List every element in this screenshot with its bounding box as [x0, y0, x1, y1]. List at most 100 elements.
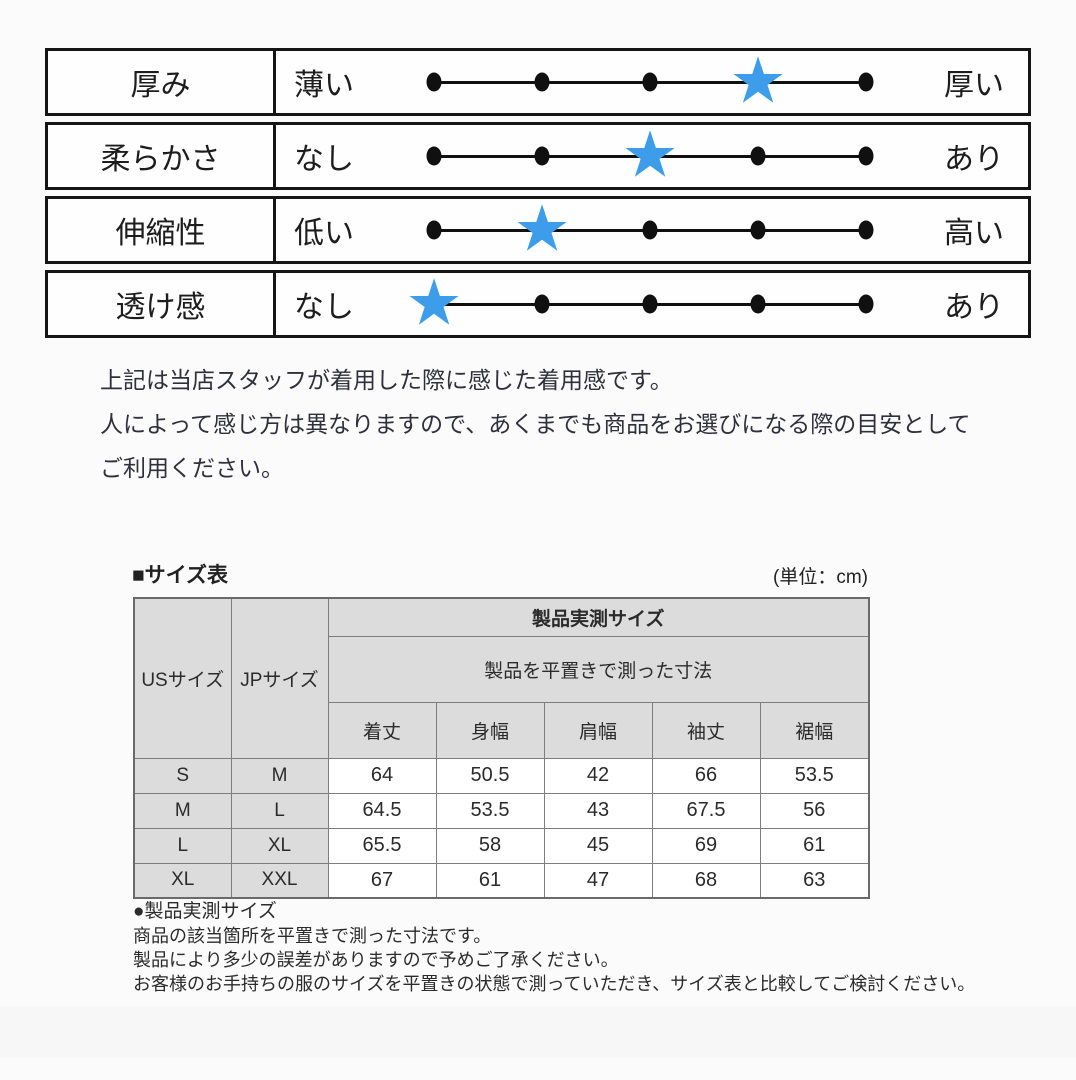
scale-max-label: あり — [944, 143, 1004, 176]
jp-size-cell: XL — [230, 827, 329, 864]
feel-row-label: 伸縮性 — [48, 199, 276, 261]
scale-max-label: あり — [944, 291, 1004, 324]
scale-min-label: なし — [294, 143, 354, 176]
feel-row-sheerness: 透け感 なし ★ あり — [45, 270, 1031, 338]
us-size-cell: L — [133, 827, 232, 864]
footer-background-band — [0, 1006, 1076, 1058]
jp-size-cell: M — [230, 757, 329, 794]
feel-row-scale-area: 薄い ★ 厚い — [276, 44, 1028, 117]
value-cell: 50.5 — [435, 757, 545, 794]
value-cell: 66 — [651, 757, 761, 794]
scale-dot — [750, 146, 766, 166]
value-cell: 47 — [543, 862, 653, 899]
value-cell: 42 — [543, 757, 653, 794]
value-cell: 68 — [651, 862, 761, 899]
col-header-us-size: USサイズ — [133, 597, 232, 759]
table-row: XL XXL 67 61 47 68 63 — [133, 862, 870, 899]
fit-note-line3: ご利用ください。 — [100, 455, 284, 481]
scale-dot — [534, 146, 550, 166]
scale-dot — [858, 294, 874, 314]
fit-note-line1: 上記は当店スタッフが着用した際に感じた着用感です。 — [100, 367, 673, 393]
feel-row-label: 厚み — [48, 51, 276, 113]
scale-min-label: 低い — [294, 217, 354, 250]
scale-min-label: 薄い — [294, 69, 354, 102]
size-table-measure-header-row: 着丈 身幅 肩幅 袖丈 裾幅 — [134, 701, 870, 759]
table-row: S M 64 50.5 42 66 53.5 — [133, 757, 870, 794]
rating-scale: ★ — [426, 118, 874, 191]
value-cell: 67.5 — [651, 792, 761, 829]
scale-dot — [858, 72, 874, 92]
table-row: M L 64.5 53.5 43 67.5 56 — [133, 792, 870, 829]
fit-note-line2: 人によって感じ方は異なりますので、あくまでも商品をお選びになる際の目安として — [100, 411, 971, 437]
star-marker: ★ — [621, 118, 679, 191]
value-cell: 67 — [327, 862, 437, 899]
notes-line1: 商品の該当箇所を平置きで測った寸法です。 — [133, 926, 492, 946]
value-cell: 56 — [759, 792, 870, 829]
value-cell: 64.5 — [327, 792, 437, 829]
col-header-length: 着丈 — [327, 701, 437, 759]
scale-max-label: 厚い — [944, 69, 1004, 102]
group-header-measured-size: 製品実測サイズ — [327, 597, 870, 637]
notes-heading: ●製品実測サイズ — [133, 901, 277, 922]
scale-dot — [858, 146, 874, 166]
feel-row-stretch: 伸縮性 低い ★ 高い — [45, 196, 1031, 264]
feel-row-softness: 柔らかさ なし ★ あり — [45, 122, 1031, 190]
subheader-flat-measure: 製品を平置きで測った寸法 — [327, 635, 870, 703]
notes-line3: お客様のお手持ちの服のサイズを平置きの状態で測っていただき、サイズ表と比較してご… — [133, 974, 976, 994]
star-marker: ★ — [729, 44, 787, 117]
value-cell: 69 — [651, 827, 761, 864]
value-cell: 58 — [435, 827, 545, 864]
scale-dot — [642, 72, 658, 92]
value-cell: 53.5 — [435, 792, 545, 829]
scale-max-label: 高い — [944, 217, 1004, 250]
feel-row-label: 透け感 — [48, 273, 276, 335]
value-cell: 65.5 — [327, 827, 437, 864]
size-chart-table: USサイズ JPサイズ 製品実測サイズ 製品を平置きで測った寸法 着丈 身幅 肩… — [133, 597, 871, 899]
scale-dot — [642, 220, 658, 240]
star-marker: ★ — [513, 192, 571, 265]
scale-dot — [750, 294, 766, 314]
scale-dot — [426, 72, 442, 92]
scale-min-label: なし — [294, 291, 354, 324]
rating-scale: ★ — [405, 271, 874, 335]
size-table-group-header-row: USサイズ JPサイズ 製品実測サイズ — [133, 597, 870, 759]
notes-line2: 製品により多少の誤差がありますので予めご了承ください。 — [133, 950, 619, 970]
size-chart-unit: (単位：cm) — [773, 567, 868, 588]
feel-rating-table: 厚み 薄い ★ 厚い 柔らかさ なし ★ あり 伸縮性 低い ★ 高い — [45, 48, 1031, 344]
feel-row-thickness: 厚み 薄い ★ 厚い — [45, 48, 1031, 116]
table-row: L XL 65.5 58 45 69 61 — [133, 827, 870, 864]
scale-dot — [534, 294, 550, 314]
value-cell: 43 — [543, 792, 653, 829]
size-chart-heading: ■サイズ表 — [132, 564, 229, 587]
col-header-body-width: 身幅 — [435, 701, 545, 759]
us-size-cell: M — [133, 792, 232, 829]
scale-dot — [426, 220, 442, 240]
value-cell: 61 — [435, 862, 545, 899]
scale-dot — [858, 220, 874, 240]
feel-row-scale-area: 低い ★ 高い — [276, 192, 1028, 265]
scale-dot — [534, 72, 550, 92]
us-size-cell: XL — [133, 862, 232, 899]
feel-row-label: 柔らかさ — [48, 125, 276, 187]
us-size-cell: S — [133, 757, 232, 794]
jp-size-cell: L — [230, 792, 329, 829]
value-cell: 61 — [759, 827, 870, 864]
value-cell: 53.5 — [759, 757, 870, 794]
scale-dot — [750, 220, 766, 240]
col-header-shoulder-width: 肩幅 — [543, 701, 653, 759]
jp-size-cell: XXL — [230, 862, 329, 899]
col-header-sleeve-length: 袖丈 — [651, 701, 761, 759]
scale-line — [434, 154, 866, 158]
rating-scale: ★ — [426, 44, 874, 117]
fit-note-paragraph: 上記は当店スタッフが着用した際に感じた着用感です。 人によって感じ方は異なります… — [100, 358, 1030, 490]
col-header-hem-width: 裾幅 — [759, 701, 870, 759]
value-cell: 63 — [759, 862, 870, 899]
feel-row-scale-area: なし ★ あり — [276, 271, 1028, 335]
value-cell: 64 — [327, 757, 437, 794]
scale-dot — [642, 294, 658, 314]
scale-dot — [426, 146, 442, 166]
rating-scale: ★ — [426, 192, 874, 265]
star-marker: ★ — [405, 266, 463, 339]
feel-row-scale-area: なし ★ あり — [276, 118, 1028, 191]
